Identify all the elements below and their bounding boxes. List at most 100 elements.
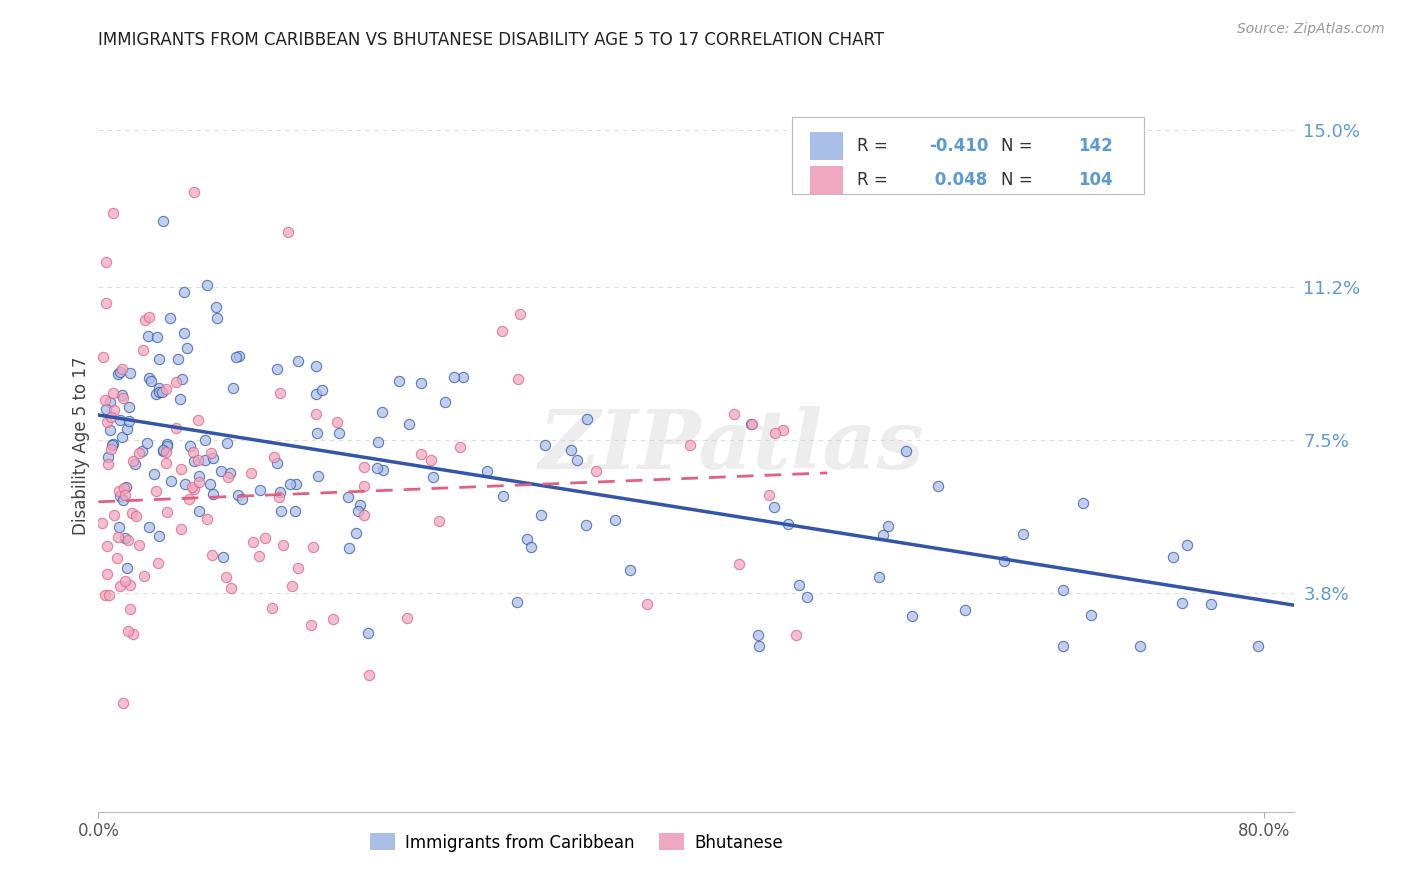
- Point: [107, 367, 129, 381]
- Point: [772, 423, 794, 437]
- Point: [91, 350, 114, 364]
- Point: [188, 475, 211, 489]
- Point: [530, 508, 553, 522]
- Point: [575, 518, 598, 533]
- Point: [122, 454, 145, 468]
- Point: [305, 425, 328, 440]
- Point: [304, 407, 326, 421]
- Point: [326, 415, 349, 429]
- Point: [118, 601, 141, 615]
- Point: [103, 402, 125, 417]
- Point: [359, 668, 381, 682]
- Point: [138, 310, 160, 324]
- Point: [269, 385, 291, 400]
- Point: [202, 450, 225, 465]
- Bar: [810, 166, 844, 194]
- Point: [219, 581, 242, 595]
- Point: [427, 514, 450, 528]
- Point: [101, 438, 124, 452]
- Point: [118, 366, 141, 380]
- Bar: [810, 132, 844, 160]
- Point: [177, 491, 200, 506]
- Point: [741, 417, 763, 431]
- Point: [475, 464, 498, 478]
- Point: [277, 225, 299, 239]
- Point: [900, 608, 922, 623]
- Point: [165, 375, 187, 389]
- Text: IMMIGRANTS FROM CARIBBEAN VS BHUTANESE DISABILITY AGE 5 TO 17 CORRELATION CHART: IMMIGRANTS FROM CARIBBEAN VS BHUTANESE D…: [98, 31, 884, 49]
- Point: [371, 463, 394, 477]
- Point: [101, 437, 124, 451]
- Point: [148, 352, 170, 367]
- Point: [1080, 608, 1102, 623]
- Point: [112, 492, 135, 507]
- Point: [419, 453, 441, 467]
- Point: [207, 310, 229, 325]
- Point: [344, 526, 367, 541]
- Point: [97, 457, 120, 471]
- Point: [160, 474, 183, 488]
- Point: [155, 382, 177, 396]
- Point: [155, 456, 177, 470]
- Point: [148, 528, 170, 542]
- Point: [1199, 598, 1222, 612]
- Point: [872, 528, 894, 542]
- Point: [110, 579, 132, 593]
- Point: [758, 488, 780, 502]
- Point: [748, 640, 770, 654]
- Point: [287, 561, 309, 575]
- Y-axis label: Disability Age 5 to 17: Disability Age 5 to 17: [72, 357, 90, 535]
- Point: [284, 477, 307, 491]
- Point: [200, 548, 222, 562]
- Point: [111, 696, 134, 710]
- Point: [172, 372, 194, 386]
- Point: [337, 490, 360, 504]
- Point: [353, 479, 375, 493]
- Point: [122, 626, 145, 640]
- Point: [156, 439, 179, 453]
- Point: [96, 567, 118, 582]
- Point: [271, 538, 294, 552]
- Text: -0.410: -0.410: [929, 137, 988, 155]
- Point: [101, 205, 124, 219]
- Text: N =: N =: [1001, 137, 1038, 155]
- Point: [146, 557, 169, 571]
- Point: [139, 374, 162, 388]
- Point: [305, 387, 328, 401]
- Point: [138, 519, 160, 533]
- Point: [260, 600, 283, 615]
- Point: [796, 590, 818, 604]
- Point: [174, 477, 197, 491]
- Point: [322, 612, 344, 626]
- Point: [1052, 640, 1074, 654]
- Point: [1052, 583, 1074, 598]
- Point: [118, 401, 141, 415]
- Point: [253, 531, 276, 545]
- Point: [152, 214, 174, 228]
- Point: [398, 417, 420, 432]
- Point: [762, 500, 785, 514]
- Point: [115, 422, 138, 436]
- Point: [128, 538, 150, 552]
- Point: [114, 574, 136, 589]
- Point: [1171, 596, 1194, 610]
- Point: [228, 349, 250, 363]
- Point: [94, 588, 117, 602]
- Point: [231, 492, 253, 507]
- Point: [337, 541, 360, 556]
- Point: [117, 414, 139, 428]
- Point: [434, 395, 457, 409]
- Point: [115, 480, 138, 494]
- Point: [302, 541, 325, 555]
- Point: [124, 457, 146, 471]
- Point: [179, 439, 201, 453]
- Point: [108, 484, 131, 499]
- Point: [723, 407, 745, 421]
- Point: [491, 325, 513, 339]
- Point: [567, 453, 589, 467]
- Point: [96, 539, 118, 553]
- Point: [209, 464, 232, 478]
- Point: [422, 470, 444, 484]
- Point: [353, 508, 375, 522]
- Point: [678, 438, 700, 452]
